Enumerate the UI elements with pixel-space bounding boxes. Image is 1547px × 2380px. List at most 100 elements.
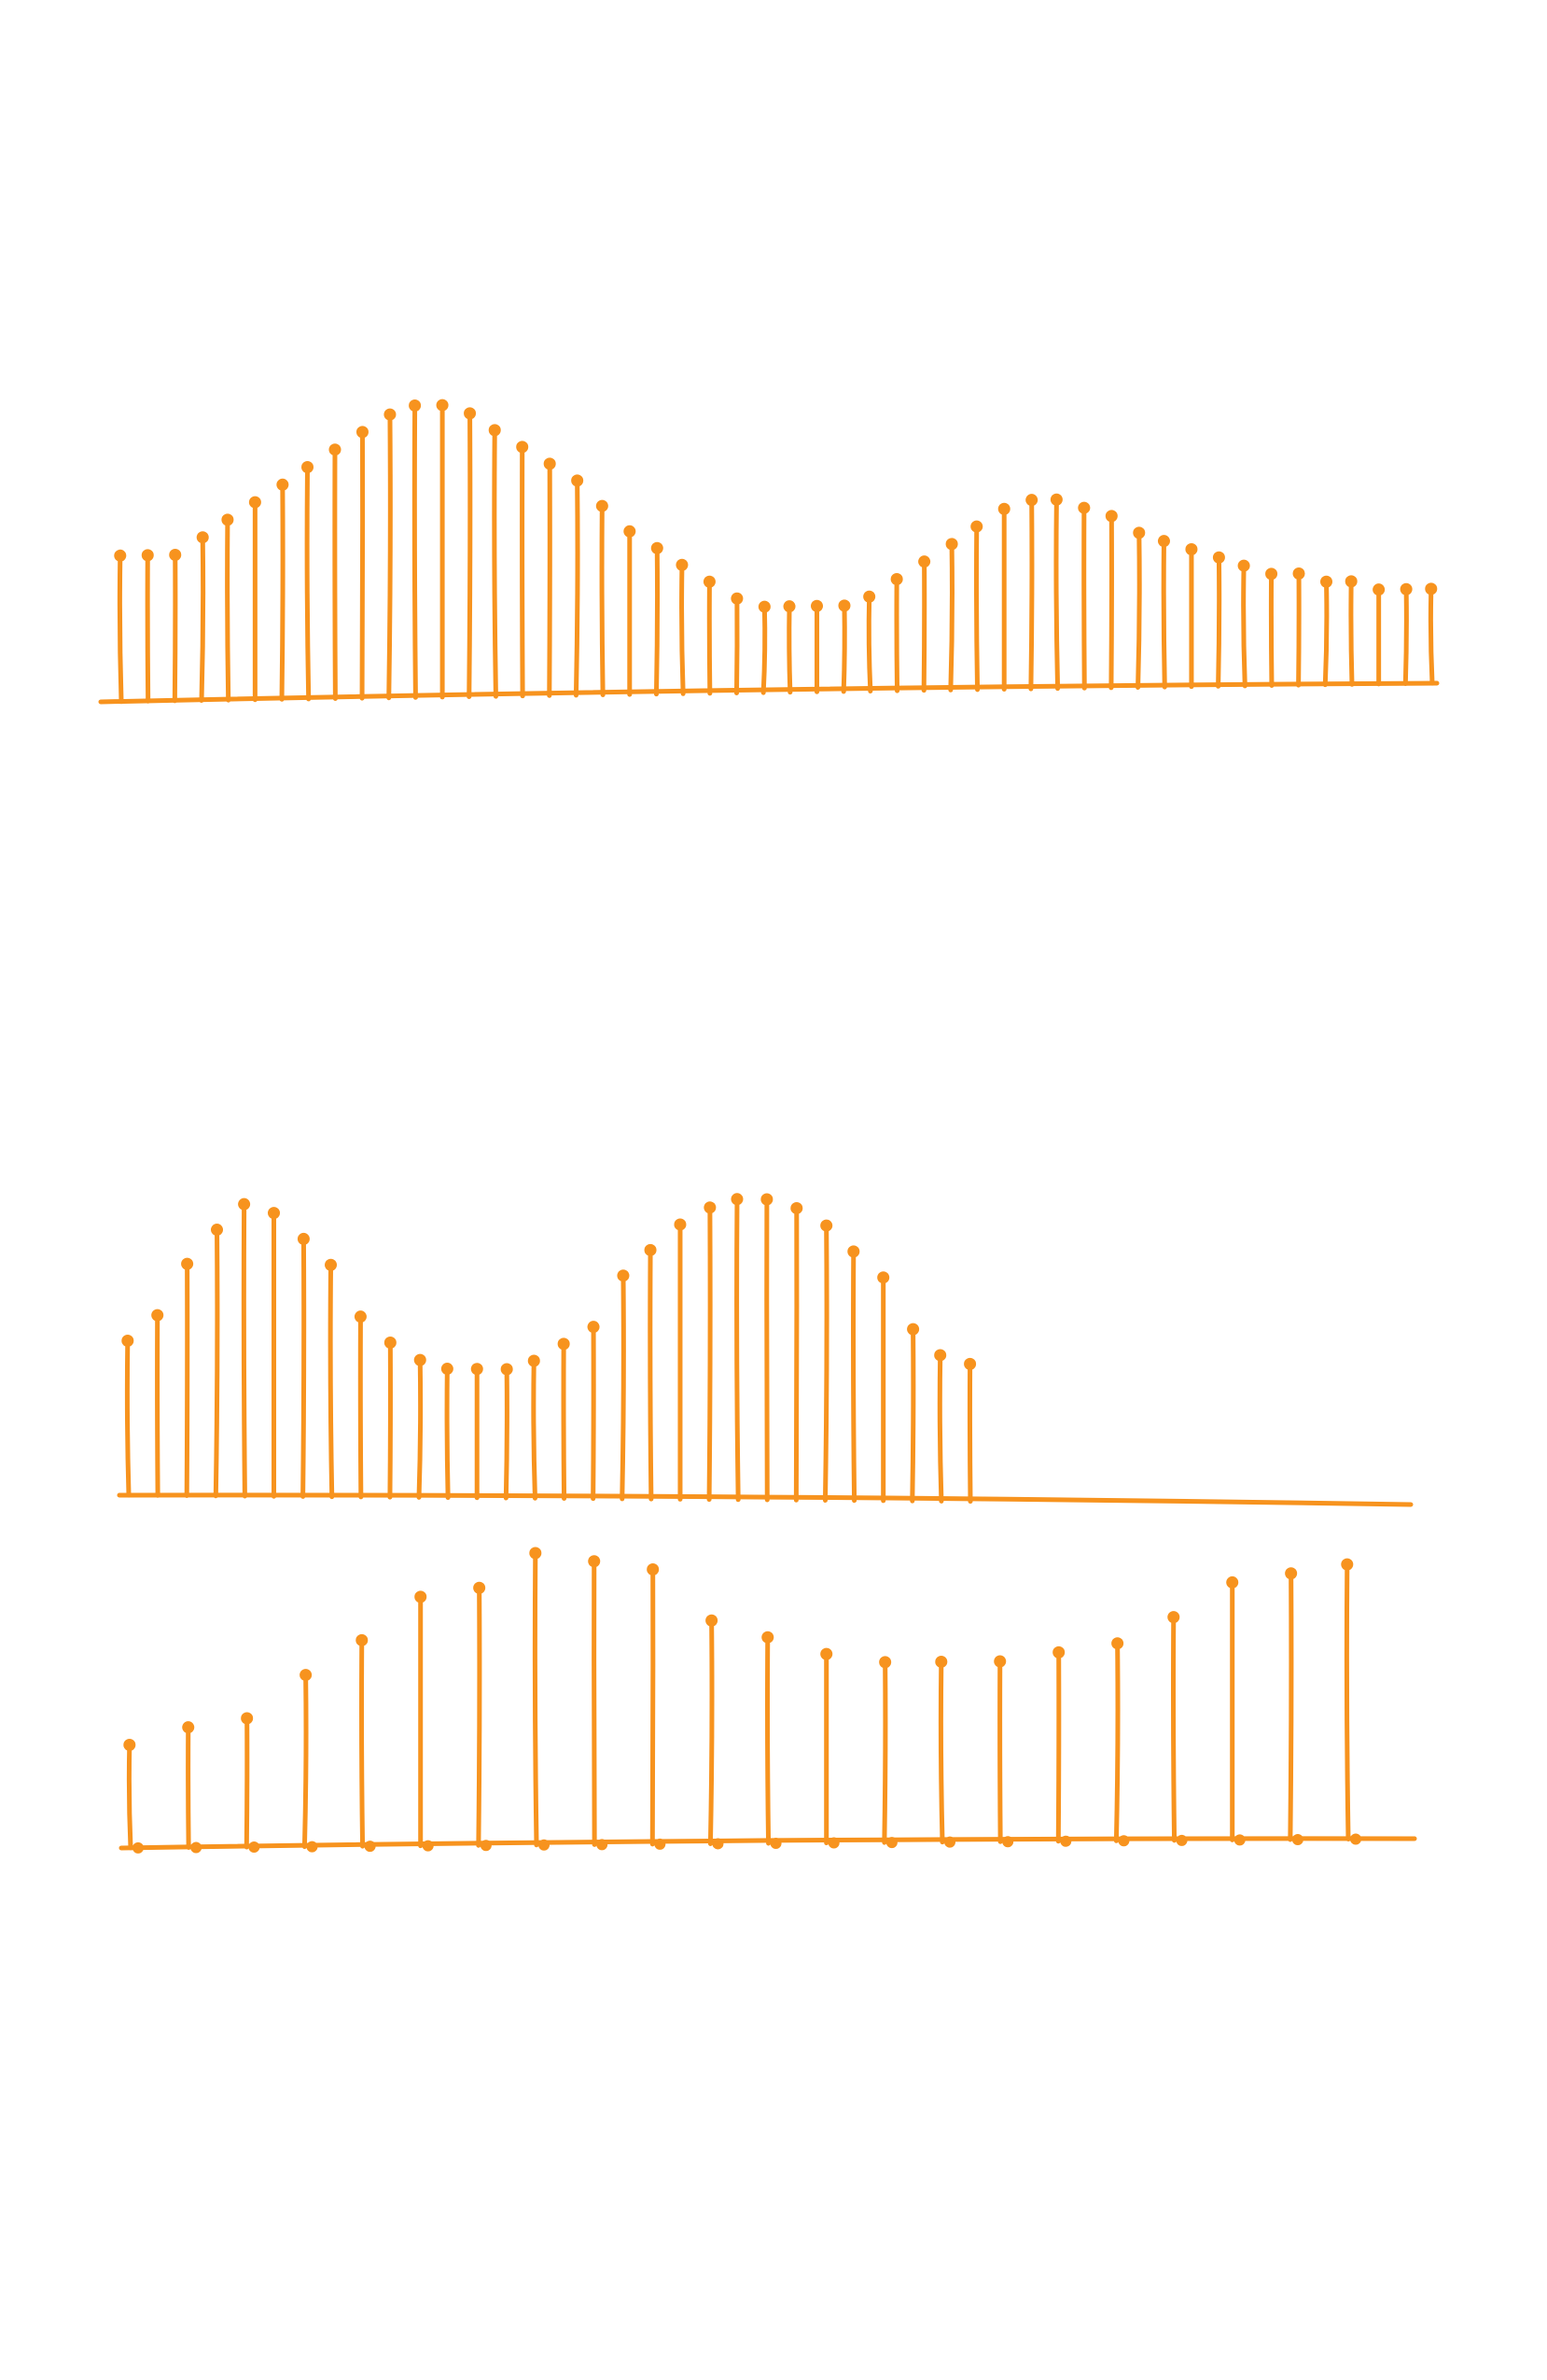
stem-line	[1322, 579, 1330, 688]
stem-line	[126, 1743, 133, 1851]
stem-marker	[1111, 1637, 1124, 1650]
stem-line	[997, 1659, 1003, 1844]
stem-line	[1136, 530, 1142, 690]
stem-line	[1081, 505, 1087, 691]
stem-marker	[1105, 510, 1118, 523]
stem-line	[1344, 1561, 1351, 1842]
stem-line	[620, 1273, 626, 1502]
stem-marker	[182, 1721, 195, 1734]
stem-marker	[1265, 567, 1278, 581]
stem-line	[172, 552, 178, 704]
stem-marker	[414, 1590, 427, 1603]
stem-line	[591, 1324, 596, 1502]
stem-line	[1055, 1649, 1062, 1844]
stem-marker	[760, 1193, 774, 1206]
baseline-marker	[1002, 1836, 1014, 1848]
stem-marker	[355, 426, 369, 439]
baseline-marker	[596, 1839, 608, 1851]
stem-marker	[413, 1353, 426, 1366]
baseline-marker	[770, 1837, 782, 1849]
baseline-marker	[1350, 1833, 1361, 1845]
stem-marker	[588, 1555, 601, 1568]
stem-marker	[1341, 1558, 1354, 1571]
stem-line	[467, 411, 473, 699]
stem-marker	[297, 1232, 310, 1245]
stem-marker	[241, 1712, 254, 1725]
stem-line	[921, 559, 927, 693]
stem-marker	[473, 1581, 486, 1594]
stem-marker	[557, 1337, 570, 1351]
stem-line	[186, 1725, 191, 1850]
stem-marker	[1185, 542, 1198, 555]
stem-line	[117, 553, 124, 705]
stem-line	[547, 461, 552, 698]
baseline-marker	[1176, 1834, 1188, 1846]
stem-line	[1241, 563, 1247, 689]
stem-marker	[1425, 582, 1438, 595]
stem-marker	[1345, 575, 1358, 588]
stem-line	[1402, 586, 1409, 686]
stem-marker	[121, 1334, 134, 1347]
stem-marker	[248, 496, 261, 509]
stem-line	[1053, 497, 1061, 692]
stem-marker	[994, 1655, 1007, 1668]
stem-marker	[169, 548, 182, 561]
stem-line	[1296, 570, 1302, 688]
stem-line	[492, 427, 498, 699]
stem-marker	[847, 1245, 860, 1258]
stem-marker	[1052, 1645, 1066, 1659]
stem-marker	[238, 1197, 251, 1211]
stem-marker	[647, 1562, 660, 1575]
stem-marker	[440, 1363, 453, 1376]
stem-line	[1171, 1615, 1178, 1843]
stem-marker	[761, 1631, 774, 1644]
stem-line	[387, 1339, 393, 1500]
stem-marker	[383, 408, 397, 421]
stem-line	[1428, 586, 1435, 686]
stem-line	[332, 447, 338, 701]
stem-line	[841, 603, 847, 694]
stem-marker	[644, 1243, 657, 1256]
stem-line	[787, 604, 793, 695]
stem-line	[1348, 579, 1355, 687]
baseline-marker	[538, 1839, 550, 1851]
stem-marker	[196, 531, 209, 544]
stem-marker	[409, 399, 422, 412]
baseline-marker	[654, 1838, 666, 1850]
baseline-marker	[1060, 1835, 1072, 1847]
stem-marker	[527, 1354, 540, 1367]
stem-marker	[1212, 551, 1225, 564]
stem-marker	[863, 590, 876, 603]
stem-marker	[1373, 583, 1386, 596]
stem-line	[244, 1715, 250, 1850]
stem-marker	[907, 1323, 920, 1336]
stem-marker	[464, 407, 477, 420]
stem-marker	[820, 1219, 833, 1232]
baseline-marker	[885, 1837, 898, 1849]
stem-line	[503, 1366, 509, 1501]
stem-line	[301, 1673, 309, 1850]
stem-line	[706, 1205, 713, 1503]
stem-line	[706, 579, 713, 696]
stem-marker	[1226, 1575, 1239, 1589]
stem-marker	[1292, 567, 1305, 580]
stem-line	[213, 1227, 220, 1499]
stem-plot-top	[98, 399, 1440, 705]
stem-line	[124, 1337, 132, 1498]
stem-marker	[141, 549, 154, 562]
stem-line	[359, 1637, 366, 1849]
stem-marker	[529, 1547, 542, 1560]
baseline-marker	[828, 1837, 840, 1849]
baseline-marker	[248, 1841, 260, 1854]
stem-marker	[221, 513, 234, 526]
stem-line	[649, 1566, 656, 1847]
stem-line	[386, 412, 393, 701]
stem-line	[599, 503, 606, 697]
stem-line	[145, 553, 151, 704]
stem-marker	[758, 600, 771, 613]
stem-marker	[918, 555, 931, 568]
stem-marker	[970, 520, 983, 533]
stem-marker	[877, 1271, 890, 1284]
stem-marker	[114, 549, 127, 562]
